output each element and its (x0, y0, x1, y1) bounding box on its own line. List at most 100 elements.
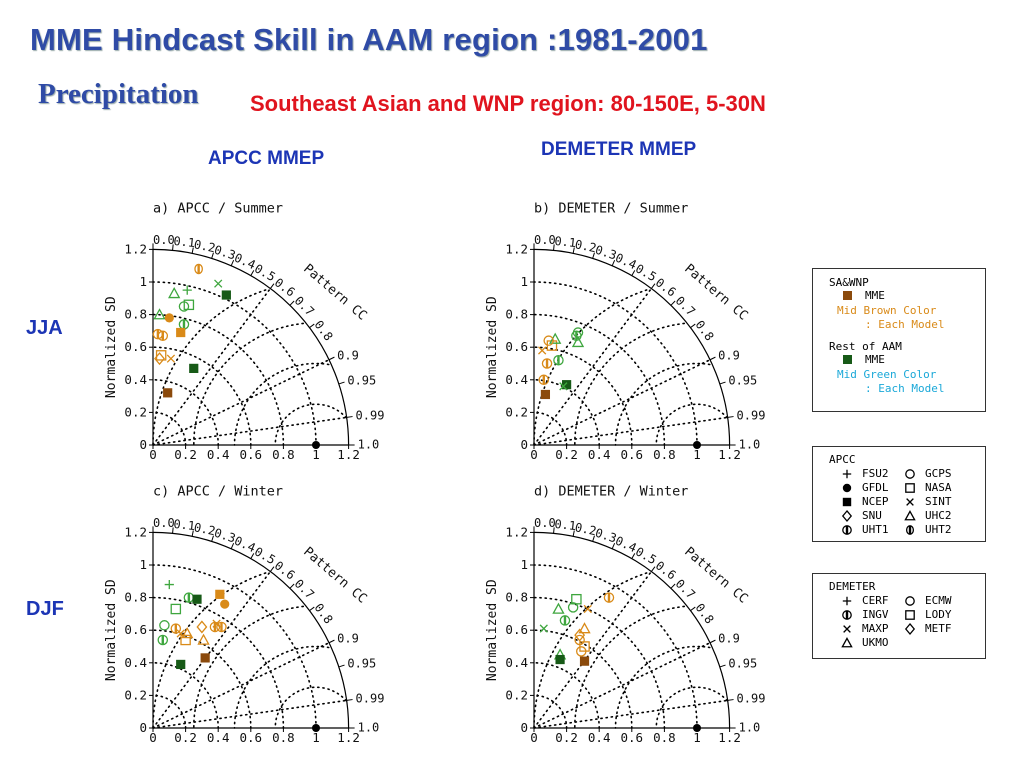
brown-square-icon (843, 291, 852, 300)
data-point-triangle (571, 335, 585, 348)
taylor-panel-1: a) APCC / Summer0.00.10.20.30.40.50.60.7… (104, 200, 384, 462)
data-point-barred-circle (157, 330, 169, 342)
rmsd-arc (233, 362, 330, 446)
y-tick-label: 1.2 (124, 241, 147, 256)
data-point-filled-square (555, 654, 565, 665)
cc-tick-label: 0.5 (633, 261, 659, 284)
outer-arc (152, 531, 350, 729)
cc-tick-label: 1.0 (739, 438, 761, 452)
rmsd-arc (614, 645, 711, 729)
legend-demeter: DEMETER CERF ECMW INGV LODY MAXP METF UKMO (812, 573, 986, 659)
data-point-barred-circle (541, 358, 553, 369)
sd-arc (152, 313, 285, 446)
legend-brown-label: Mid Brown Color (837, 304, 937, 317)
y-tick-label: 0.8 (124, 590, 147, 605)
panel-title: b) DEMETER / Summer (534, 200, 688, 216)
legend-item-label: SINT (925, 495, 952, 508)
cc-tick (572, 247, 575, 254)
legend-colors: SA&WNP MME Mid Brown Color : Each Model … (812, 268, 986, 412)
x-tick-label: 0.6 (240, 447, 263, 462)
sd-arc (533, 346, 633, 446)
legend-symbols (841, 596, 916, 648)
cc-tick-label: 1.0 (739, 721, 761, 735)
x-tick-label: 0.8 (272, 730, 295, 745)
taylor-panel-3: c) APCC / Winter0.00.10.20.30.40.50.60.7… (104, 483, 384, 745)
outer-arc (533, 248, 731, 446)
cc-ray (533, 358, 711, 446)
sd-arc (533, 379, 600, 446)
y-axis-label: Normalized SD (485, 296, 500, 398)
x-tick-label: 0.2 (174, 730, 197, 745)
data-point-cross (538, 346, 547, 355)
legend-item-label: UKMO (862, 636, 889, 649)
cc-tick (690, 323, 696, 329)
x-tick-label: 0.6 (240, 730, 263, 745)
green-square-icon (843, 355, 852, 364)
y-axis-label: Normalized SD (485, 579, 500, 681)
x-tick-label: 0.6 (621, 447, 644, 462)
y-tick-label: 0.4 (505, 655, 528, 670)
x-tick-label: 1.2 (718, 447, 741, 462)
reference-point (693, 724, 701, 732)
data-point-cross (166, 354, 176, 363)
cc-tick-label: 0.99 (737, 692, 766, 706)
cross-icon (843, 625, 851, 633)
y-tick-label: 0.4 (124, 372, 147, 387)
sd-arc (533, 313, 666, 446)
data-point-circle (159, 620, 170, 631)
rmsd-arc (533, 572, 648, 729)
cc-tick-label: 0.9 (337, 348, 359, 362)
taylor-panel-2: b) DEMETER / Summer0.00.10.20.30.40.50.6… (485, 200, 765, 462)
data-point-barred-ellipse (194, 263, 203, 275)
data-point-cross (539, 624, 548, 633)
cc-tick-label: 0.0 (153, 516, 175, 530)
cc-tick (191, 530, 194, 537)
cc-tick (269, 566, 275, 572)
cc-tick-label: 0.2 (574, 520, 598, 538)
cc-tick-label: 0.1 (554, 517, 577, 533)
y-tick-label: 0 (520, 720, 528, 735)
cc-tick (338, 664, 345, 668)
data-point-triangle (552, 602, 565, 614)
cc-tick-label: 0.1 (173, 234, 196, 250)
cc-tick-label: 0.5 (633, 544, 659, 567)
square-icon (905, 610, 915, 620)
rmsd-arc (655, 403, 729, 446)
barred-circle-icon (842, 525, 852, 535)
cc-tick-label: 0.6 (272, 558, 298, 582)
cc-ray (152, 570, 272, 729)
outer-arc (152, 248, 350, 446)
data-point-filled-square (200, 653, 210, 663)
y-tick-label: 1.2 (124, 524, 147, 539)
legend-green-sub: : Each Model (865, 382, 945, 395)
cc-tick (727, 416, 734, 418)
cc-ray (152, 287, 272, 446)
rmsd-arc (152, 572, 267, 729)
legend-item-label: NASA (925, 481, 952, 494)
y-tick-label: 0.6 (124, 339, 147, 354)
sd-arc (152, 662, 219, 729)
data-point-triangle (197, 633, 210, 645)
diamond-icon (904, 622, 916, 636)
cc-ray (533, 416, 729, 446)
cc-ray (152, 416, 348, 446)
region-heading: Southeast Asian and WNP region: 80-150E,… (250, 91, 766, 116)
data-point-barred-circle (603, 592, 615, 603)
cc-tick (328, 356, 335, 361)
y-tick-label: 0.4 (124, 655, 147, 670)
triangle-icon (904, 510, 916, 521)
reference-point (693, 441, 701, 449)
cc-tick-label: 0.95 (347, 657, 376, 671)
x-tick-label: 0.4 (207, 447, 230, 462)
data-point-square (183, 299, 195, 311)
cc-tick (611, 260, 616, 266)
data-point-barred-circle (157, 634, 169, 646)
legend-item-label: ECMW (925, 594, 952, 607)
cc-tick-label: 0.6 (653, 558, 679, 582)
cc-tick (670, 300, 676, 306)
cc-tick-label: 0.9 (718, 348, 740, 362)
cc-tick (709, 356, 716, 361)
legend-item-label: FSU2 (862, 467, 889, 480)
y-axis-label: Normalized SD (104, 296, 119, 398)
